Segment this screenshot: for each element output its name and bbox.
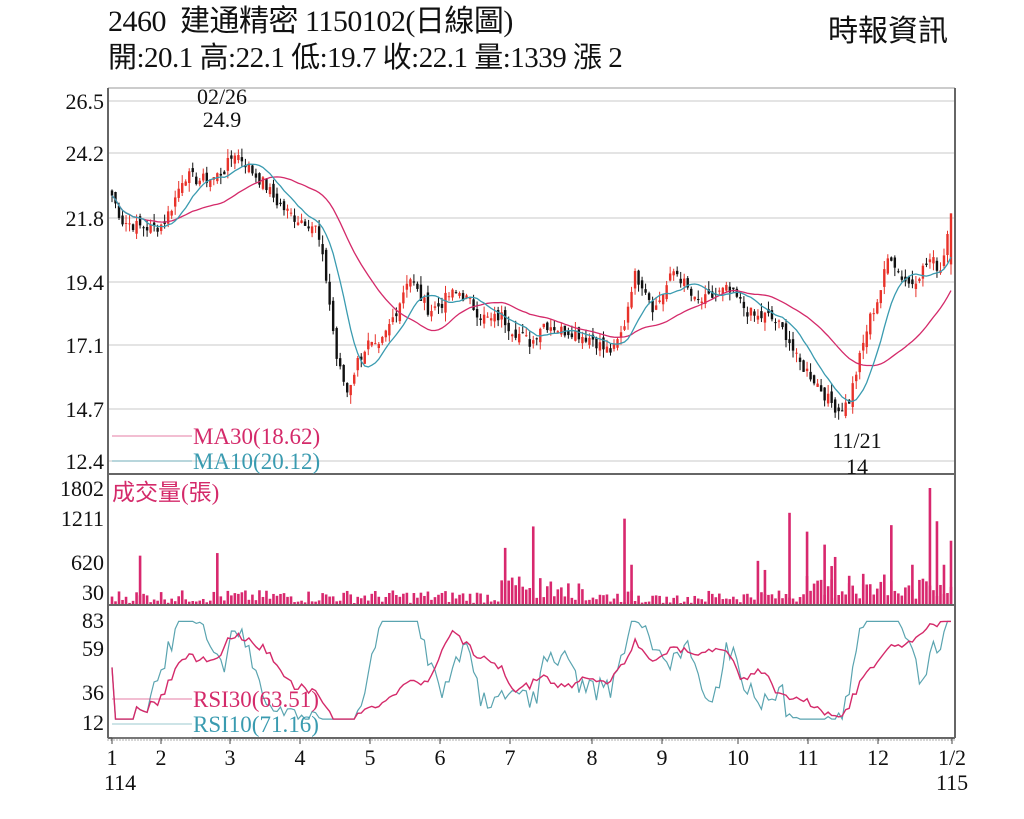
- x-tick-label: 5: [365, 745, 376, 770]
- volume-tick-label: 30: [82, 580, 104, 605]
- x-tick-label: 1/2: [938, 745, 966, 770]
- candlesticks: [110, 148, 953, 420]
- year-start-label: 114: [104, 770, 136, 795]
- x-tick-label: 1: [107, 745, 118, 770]
- moving-averages: [111, 163, 952, 402]
- ma10-legend: MA10(20.12): [193, 449, 320, 474]
- x-tick-label: 11: [797, 745, 818, 770]
- volume-tick-label: 1211: [61, 506, 104, 531]
- price-tick-label: 17.1: [66, 333, 105, 358]
- volume-title: 成交量(張): [112, 480, 219, 505]
- x-tick-label: 3: [225, 745, 236, 770]
- price-tick-label: 14.7: [66, 397, 105, 422]
- x-tick-label: 2: [156, 745, 167, 770]
- x-axis: 1 2 3 4 5 6 7 8 9 10 11 12 1/2: [107, 738, 966, 770]
- price-tick-label: 21.8: [66, 206, 105, 231]
- volume-tick-label: 1802: [60, 476, 104, 501]
- low-date-annotation: 11/21: [832, 428, 881, 453]
- x-tick-label: 7: [505, 745, 516, 770]
- source-label: 時報資訊: [828, 15, 948, 48]
- price-tick-label: 19.4: [66, 270, 105, 295]
- ohlc-summary: 開:20.1 高:22.1 低:19.7 收:22.1 量:1339 漲 2: [108, 42, 623, 74]
- year-end-label: 115: [936, 770, 968, 795]
- rsi30-legend: RSI30(63.51): [193, 687, 319, 712]
- x-tick-label: 8: [587, 745, 598, 770]
- x-tick-label: 4: [295, 745, 306, 770]
- ma30-legend: MA30(18.62): [193, 424, 320, 449]
- rsi10-legend: RSI10(71.16): [193, 712, 319, 737]
- price-tick-label: 26.5: [66, 89, 105, 114]
- rsi-tick-label: 59: [82, 636, 104, 661]
- rsi-lines: [111, 620, 951, 721]
- high-value-annotation: 24.9: [203, 107, 242, 132]
- high-date-annotation: 02/26: [197, 84, 247, 109]
- rsi-tick-label: 36: [82, 680, 104, 705]
- chart-frame: [107, 87, 956, 739]
- x-tick-label: 9: [657, 745, 668, 770]
- x-tick-label: 6: [435, 745, 446, 770]
- chart-title: 2460 建通精密 1150102(日線圖): [108, 5, 513, 38]
- price-tick-label: 12.4: [66, 449, 105, 474]
- grid-lines: [108, 100, 955, 462]
- x-tick-label: 10: [727, 745, 749, 770]
- rsi-tick-label: 12: [82, 710, 104, 735]
- x-tick-label: 12: [867, 745, 889, 770]
- low-value-annotation: 14: [846, 454, 868, 479]
- price-tick-label: 24.2: [66, 141, 105, 166]
- volume-bars: [110, 488, 953, 605]
- volume-tick-label: 620: [71, 550, 104, 575]
- rsi-tick-label: 83: [82, 608, 104, 633]
- y-axis-labels: 26.5 24.2 21.8 19.4 17.1 14.7 12.4 30 620 1211 180…: [60, 89, 104, 735]
